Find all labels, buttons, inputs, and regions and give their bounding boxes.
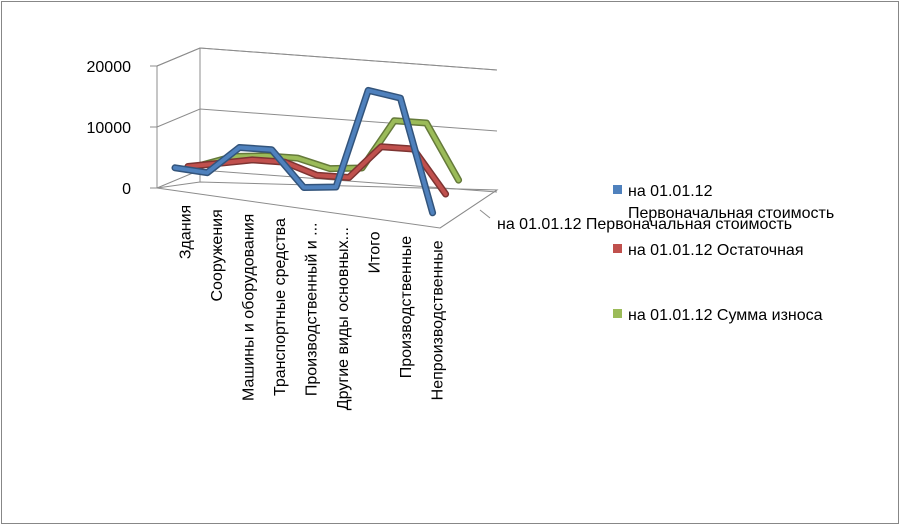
y-tick-label: 0 — [122, 181, 131, 198]
x-tick-label: Итого — [366, 231, 383, 273]
legend-swatch — [613, 309, 622, 318]
chart-walls — [156, 47, 499, 229]
series-line — [173, 88, 435, 215]
gridline — [156, 47, 498, 71]
depth-axis-label: на 01.01.12 Первоначальная стоимость — [497, 216, 792, 233]
x-tick-label: Машины и оборудования — [241, 214, 258, 401]
depth-axis-line — [439, 189, 498, 229]
gridline — [156, 108, 498, 132]
depth-tick-mark — [479, 209, 491, 219]
series-line-shadow — [171, 86, 437, 217]
x-tick-label: Производственные — [398, 236, 415, 378]
y-axis-ticks: 0 10000 20000 — [87, 59, 132, 198]
series-lines — [171, 86, 463, 217]
x-tick-label: Производственный и ... — [304, 223, 321, 397]
legend-label: на 01.01.12 Сумма износа — [628, 307, 823, 324]
legend-label: на 01.01.12 Первоначальная стоимость — [628, 183, 834, 222]
x-tick-label: Непроизводственные — [429, 240, 446, 400]
y-tick-label: 10000 — [87, 120, 132, 137]
x-tick-label: Здания — [178, 205, 195, 259]
depth-axis: на 01.01.12 Первоначальная стоимость — [439, 189, 792, 233]
y-tick-label: 20000 — [87, 59, 132, 76]
x-tick-label: Другие виды основных... — [335, 227, 352, 410]
x-axis-ticks: Здания Сооружения Машины и оборудования Тра… — [178, 205, 447, 410]
legend: на 01.01.12 Первоначальная стоимость на 01… — [613, 183, 834, 324]
x-tick-label: Сооружения — [209, 209, 226, 301]
legend-swatch — [613, 185, 622, 194]
legend-swatch — [613, 244, 622, 253]
legend-label: на 01.01.12 Остаточная — [628, 242, 803, 259]
x-tick-label: Транспортные средства — [272, 218, 289, 396]
